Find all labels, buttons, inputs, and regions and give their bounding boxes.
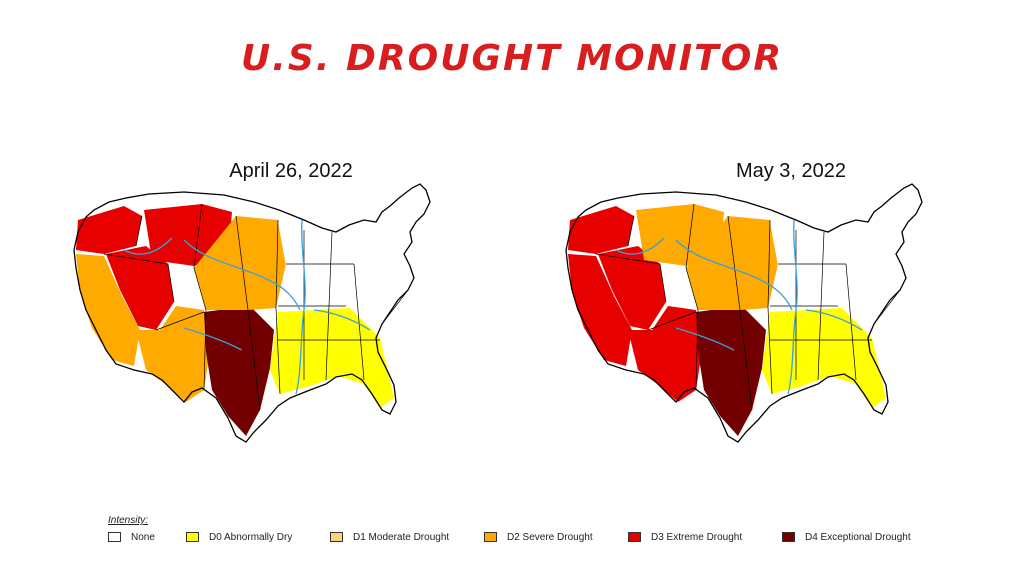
us-map-may-state-borders-0 <box>595 215 697 331</box>
us-map-april-state-borders-3 <box>278 230 380 380</box>
page-title: U.S. DROUGHT MONITOR <box>240 38 784 79</box>
us-map-april-region-southern-plains <box>204 306 274 436</box>
legend-label-none: None <box>131 531 155 543</box>
us-map-may-region-central-plains <box>686 216 778 310</box>
us-map-may-region-northeast <box>842 190 920 330</box>
legend-item-d0: D0 Abnormally Dry <box>186 530 292 544</box>
us-map-april-river-2 <box>123 237 173 255</box>
us-map-april-region-northeast <box>350 190 428 330</box>
us-map-april-state-borders-0 <box>103 215 205 331</box>
us-map-may-river-3 <box>675 327 735 351</box>
map-panel-april: April 26, 2022 <box>64 150 514 470</box>
legend-label-d2: D2 Severe Drought <box>507 531 593 543</box>
us-map-april <box>73 183 431 443</box>
legend-swatch-d4 <box>782 532 795 542</box>
legend-item-none: None <box>108 530 155 544</box>
legend-swatch-d2 <box>484 532 497 542</box>
map-panel-may: May 3, 2022 <box>556 150 1006 470</box>
legend-swatch-d0 <box>186 532 199 542</box>
legend-item-d4: D4 Exceptional Drought <box>782 530 911 544</box>
legend-label-d3: D3 Extreme Drought <box>651 531 743 543</box>
legend-item-d3: D3 Extreme Drought <box>628 530 742 544</box>
us-map-may-region-upper-midwest <box>770 222 846 310</box>
legend: Intensity: None D0 Abnormally Dry D1 Mod… <box>108 515 968 555</box>
us-map-may-river-1 <box>787 219 798 395</box>
us-map-april-river-0 <box>183 239 301 311</box>
us-map-april-river-3 <box>183 327 243 351</box>
legend-item-d2: D2 Severe Drought <box>484 530 593 544</box>
map-date-may: May 3, 2022 <box>735 160 847 182</box>
us-map-april-region-pacific-northwest <box>76 206 142 254</box>
us-map-may-region-southeast <box>762 308 886 408</box>
map-date-april: April 26, 2022 <box>229 160 353 182</box>
us-map-may-river-0 <box>675 239 793 311</box>
us-map-may-region-pacific-northwest <box>568 206 634 254</box>
us-map-april-river-4 <box>313 309 371 331</box>
us-map-april-river-1 <box>295 219 306 395</box>
us-map-may-state-borders-3 <box>770 230 872 380</box>
us-map-may-region-california <box>568 254 632 366</box>
us-map-may-state-borders-1 <box>685 203 699 391</box>
legend-swatch-none <box>108 532 121 542</box>
legend-label-d1: D1 Moderate Drought <box>353 531 450 543</box>
legend-label-d0: D0 Abnormally Dry <box>209 531 293 543</box>
us-map-may-state-borders-2 <box>727 215 773 411</box>
drought-map-april <box>73 183 431 443</box>
legend-heading: Intensity: <box>108 515 149 526</box>
us-map-may-river-2 <box>615 237 665 255</box>
us-map-may-outline <box>565 183 923 443</box>
us-map-april-outline <box>73 183 431 443</box>
us-map-may-region-great-basin <box>598 246 666 330</box>
us-map-may <box>565 183 923 443</box>
us-map-april-region-upper-midwest <box>278 222 354 310</box>
us-map-april-state-borders-2 <box>235 215 281 411</box>
drought-map-may <box>565 183 923 443</box>
us-map-april-state-borders-1 <box>193 203 207 391</box>
legend-label-d4: D4 Exceptional Drought <box>805 531 911 543</box>
legend-swatch-d3 <box>628 532 641 542</box>
us-map-may-river-4 <box>805 309 863 331</box>
us-map-may-region-southern-plains <box>696 306 766 436</box>
us-map-april-region-great-basin <box>106 246 174 330</box>
us-map-april-region-central-plains <box>194 216 286 310</box>
legend-item-d1: D1 Moderate Drought <box>330 530 449 544</box>
legend-swatch-d1 <box>330 532 343 542</box>
us-map-april-region-southeast <box>270 308 394 408</box>
us-map-april-region-california <box>76 254 140 366</box>
